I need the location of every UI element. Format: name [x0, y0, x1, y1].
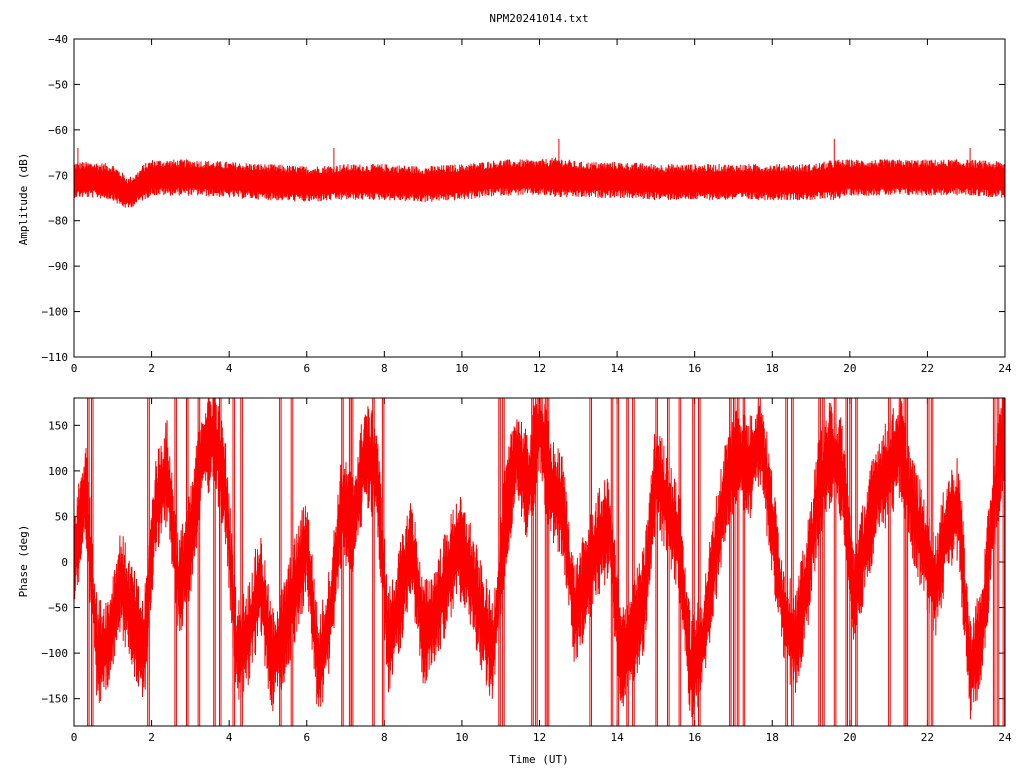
- y-tick-label: −100: [42, 647, 69, 660]
- x-tick-label: 16: [688, 731, 701, 744]
- x-tick-label: 10: [455, 731, 468, 744]
- x-tick-label: 8: [381, 731, 388, 744]
- y-tick-label: −70: [48, 169, 68, 182]
- amplitude-series-line: [73, 138, 1006, 208]
- x-tick-label: 12: [533, 731, 546, 744]
- phase-series-line: [73, 397, 1006, 726]
- x-tick-label: 4: [226, 731, 233, 744]
- amplitude-y-axis-label: Amplitude (dB): [17, 153, 30, 246]
- y-tick-label: 100: [48, 465, 68, 478]
- x-tick-label: 24: [998, 731, 1012, 744]
- y-tick-label: 0: [61, 556, 68, 569]
- y-tick-label: −110: [42, 351, 69, 364]
- x-tick-label: 14: [610, 362, 624, 375]
- x-tick-label: 0: [71, 362, 78, 375]
- amplitude-plot-frame: [73, 38, 1006, 358]
- y-tick-label: 50: [55, 510, 68, 523]
- x-tick-label: 6: [303, 731, 310, 744]
- x-tick-label: 6: [303, 362, 310, 375]
- x-tick-label: 18: [766, 731, 779, 744]
- x-tick-label: 22: [921, 731, 934, 744]
- y-tick-label: −50: [48, 78, 68, 91]
- phase-plot-frame: [73, 397, 1006, 727]
- x-tick-label: 20: [843, 362, 856, 375]
- y-tick-label: −90: [48, 260, 68, 273]
- time-x-axis-label: Time (UT): [509, 753, 569, 766]
- x-tick-label: 18: [766, 362, 779, 375]
- x-tick-label: 20: [843, 731, 856, 744]
- amplitude-panel: 0 2 4 6 8 10 12 14 16 18 20 22 24−40−50−60−70−80−90−…: [42, 33, 1012, 375]
- x-tick-label: 0: [71, 731, 78, 744]
- x-tick-label: 10: [455, 362, 468, 375]
- y-tick-label: −150: [42, 693, 69, 706]
- x-tick-label: 2: [148, 362, 155, 375]
- chart-title: NPM20241014.txt: [489, 12, 588, 25]
- x-tick-label: 12: [533, 362, 546, 375]
- y-tick-label: −80: [48, 215, 68, 228]
- y-tick-label: −50: [48, 602, 68, 615]
- y-tick-label: −60: [48, 124, 68, 137]
- y-tick-label: 150: [48, 419, 68, 432]
- x-tick-label: 2: [148, 731, 155, 744]
- x-tick-label: 14: [610, 731, 624, 744]
- phase-panel: 0 2 4 6 8 10 12 14 16 18 20 22 24150100500−50−100−15…: [42, 397, 1012, 744]
- y-tick-label: −100: [42, 306, 69, 319]
- x-tick-label: 8: [381, 362, 388, 375]
- phase-y-axis-label: Phase (deg): [17, 525, 30, 598]
- x-tick-label: 4: [226, 362, 233, 375]
- x-tick-label: 24: [998, 362, 1012, 375]
- x-tick-label: 22: [921, 362, 934, 375]
- y-tick-label: −40: [48, 33, 68, 46]
- x-tick-label: 16: [688, 362, 701, 375]
